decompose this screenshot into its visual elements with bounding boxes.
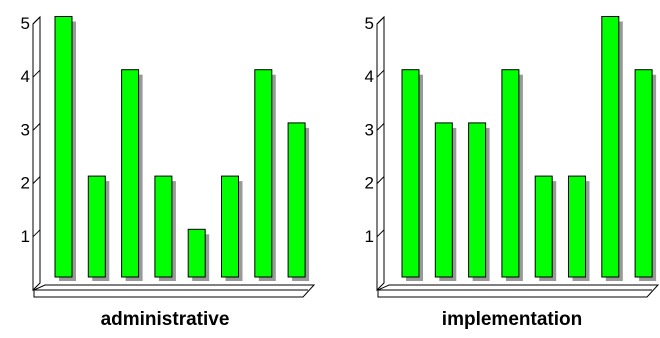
- y-tick-label: 3: [21, 120, 30, 139]
- bar: [501, 69, 520, 278]
- x-axis-floor: [377, 284, 660, 298]
- y-tick-label: 1: [365, 227, 374, 246]
- y-tick-label: 5: [21, 14, 30, 33]
- bar: [154, 175, 173, 278]
- chart-title: implementation: [442, 309, 582, 330]
- y-tick-label: 4: [21, 67, 30, 86]
- y-tick-mark: [32, 69, 41, 78]
- bar: [54, 16, 73, 278]
- y-tick-mark: [32, 123, 41, 131]
- y-tick-mark: [32, 229, 41, 238]
- bar: [601, 16, 620, 278]
- chart-title: administrative: [101, 309, 230, 330]
- y-tick-label: 3: [365, 120, 374, 139]
- x-axis-floor: [33, 284, 316, 298]
- y-tick-mark: [32, 176, 41, 184]
- bar: [221, 175, 239, 278]
- y-axis-wall: [376, 15, 385, 292]
- chart-panel-implementation: 1 2 3 4 5 implementation: [365, 14, 660, 330]
- y-tick-mark: [376, 229, 385, 238]
- bar: [634, 69, 653, 278]
- chart-panel-administrative: 1 2 3 4 5 administrative: [21, 14, 316, 330]
- y-axis-wall: [32, 15, 41, 292]
- y-tick-label: 2: [365, 174, 374, 193]
- y-tick-label: 5: [365, 14, 374, 33]
- bar: [187, 228, 206, 278]
- bar: [121, 69, 140, 278]
- y-tick-mark: [376, 16, 385, 25]
- bar: [254, 69, 273, 278]
- y-tick-mark: [376, 176, 385, 184]
- bar: [87, 175, 106, 278]
- bar: [568, 175, 586, 278]
- y-tick-label: 1: [21, 227, 30, 246]
- bar: [468, 122, 487, 278]
- y-tick-label: 4: [365, 67, 374, 86]
- bar: [434, 122, 453, 278]
- bar: [287, 122, 306, 278]
- bar: [401, 69, 420, 278]
- y-tick-mark: [376, 123, 385, 131]
- bar: [534, 175, 553, 278]
- y-tick-label: 2: [21, 174, 30, 193]
- y-tick-mark: [376, 69, 385, 78]
- y-tick-mark: [32, 16, 41, 25]
